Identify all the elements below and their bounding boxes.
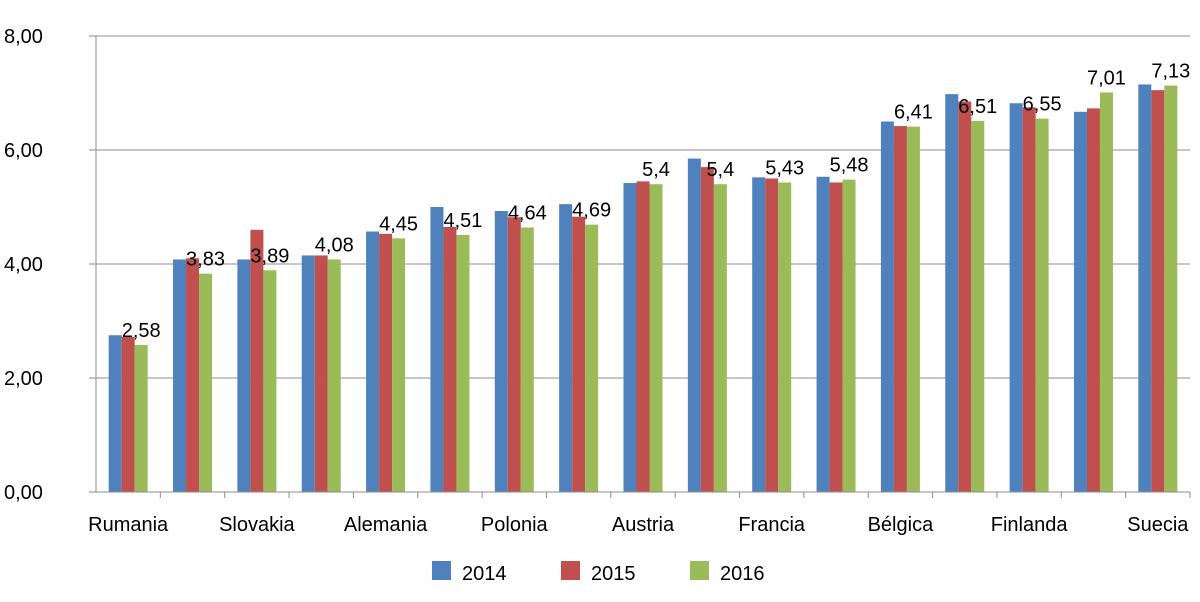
bar-2015 xyxy=(1151,90,1165,493)
bar-2015 xyxy=(314,255,328,492)
bar-2014 xyxy=(301,255,315,492)
legend-label: 2015 xyxy=(591,563,636,585)
bar-2016 xyxy=(1164,85,1178,492)
legend-swatch-2015 xyxy=(561,561,580,580)
bar-2014 xyxy=(1073,111,1087,492)
bar-2014 xyxy=(816,176,830,493)
bar-2014 xyxy=(237,259,251,492)
legend: 2014 2015 2016 xyxy=(432,561,765,585)
bar-2015 xyxy=(186,258,200,492)
bar-2014 xyxy=(108,335,122,492)
data-label: 6,41 xyxy=(894,102,933,124)
data-label: 6,55 xyxy=(1023,94,1062,116)
bar-2016 xyxy=(906,126,920,492)
y-tick-label: 6,00 xyxy=(4,140,43,162)
legend-swatch-2014 xyxy=(432,561,451,580)
bar-2015 xyxy=(958,101,972,493)
data-label: 4,64 xyxy=(508,203,547,225)
bar-2016 xyxy=(1099,92,1113,493)
bar-2016 xyxy=(713,184,727,492)
data-label: 7,13 xyxy=(1151,61,1190,83)
bar-2015 xyxy=(893,126,907,492)
bar-2015 xyxy=(1086,108,1100,492)
bar-2014 xyxy=(173,259,187,492)
bar-2014 xyxy=(1138,84,1152,492)
axes: 0,00 2,00 4,00 6,00 8,00 Rumania Slovakia Alema… xyxy=(4,26,1191,536)
x-category-label: Finlanda xyxy=(991,514,1069,536)
bar-2014 xyxy=(945,94,959,492)
bar-2015 xyxy=(121,336,135,492)
legend-label: 2016 xyxy=(720,563,765,585)
y-tick-label: 8,00 xyxy=(4,26,43,48)
data-label: 2,58 xyxy=(122,320,161,342)
data-label: 5,48 xyxy=(830,155,869,177)
bar-2014 xyxy=(623,183,637,492)
bar-2015 xyxy=(636,181,650,492)
bar-2015 xyxy=(700,167,714,492)
x-category-label: Rumania xyxy=(88,514,169,536)
bar-2016 xyxy=(327,259,341,492)
bar-2016 xyxy=(199,273,213,492)
x-category-label: Slovakia xyxy=(219,514,295,536)
bar-2015 xyxy=(379,233,393,493)
bar-2016 xyxy=(520,227,534,492)
bars xyxy=(108,84,1178,493)
bar-2016 xyxy=(842,179,856,492)
bar-2014 xyxy=(880,121,894,492)
bar-2014 xyxy=(494,210,508,493)
x-category-label: Alemania xyxy=(344,514,428,536)
data-label: 6,51 xyxy=(958,96,997,118)
x-category-label: Francia xyxy=(738,514,806,536)
bar-2016 xyxy=(585,224,599,493)
bar-2015 xyxy=(1022,107,1036,492)
legend-swatch-2016 xyxy=(690,561,709,580)
bar-2016 xyxy=(456,234,470,492)
data-label: 3,83 xyxy=(186,249,225,271)
data-label: 7,01 xyxy=(1087,67,1126,89)
x-category-label: Bélgica xyxy=(868,514,934,536)
bar-2016 xyxy=(263,270,277,492)
x-category-label: Suecia xyxy=(1127,514,1189,536)
data-label: 4,08 xyxy=(315,234,354,256)
bar-2016 xyxy=(1035,118,1049,493)
x-category-label: Polonia xyxy=(481,514,549,536)
bar-2016 xyxy=(134,344,148,492)
data-label: 4,69 xyxy=(572,200,611,222)
bar-2014 xyxy=(687,158,701,493)
legend-label: 2014 xyxy=(462,563,507,585)
bar-2014 xyxy=(366,231,380,492)
data-label: 4,45 xyxy=(379,213,418,235)
bar-2015 xyxy=(507,217,521,492)
data-label: 3,89 xyxy=(250,245,289,267)
bar-2016 xyxy=(649,184,663,492)
data-label: 5,4 xyxy=(706,159,734,181)
bar-2014 xyxy=(1009,103,1023,492)
y-tick-label: 0,00 xyxy=(4,482,43,504)
bar-2014 xyxy=(559,204,573,492)
bar-2016 xyxy=(392,238,406,492)
bar-2015 xyxy=(765,178,779,492)
x-category-label: Austria xyxy=(612,514,675,536)
bar-2015 xyxy=(829,182,843,493)
bar-2016 xyxy=(971,120,985,493)
y-tick-label: 2,00 xyxy=(4,368,43,390)
data-label: 5,43 xyxy=(765,157,804,179)
bar-2014 xyxy=(752,177,766,493)
data-label: 5,4 xyxy=(642,159,670,181)
y-tick-label: 4,00 xyxy=(4,254,43,276)
data-label: 4,51 xyxy=(443,210,482,232)
bar-2014 xyxy=(430,207,444,492)
bar-2015 xyxy=(572,216,586,492)
bar-2015 xyxy=(443,226,457,492)
data-labels: 2,58 3,83 3,89 4,08 4,45 4,51 4,64 4,69 5,4 5,4 5,… xyxy=(122,61,1191,342)
bar-2016 xyxy=(778,182,792,493)
bar-2015 xyxy=(250,229,264,493)
